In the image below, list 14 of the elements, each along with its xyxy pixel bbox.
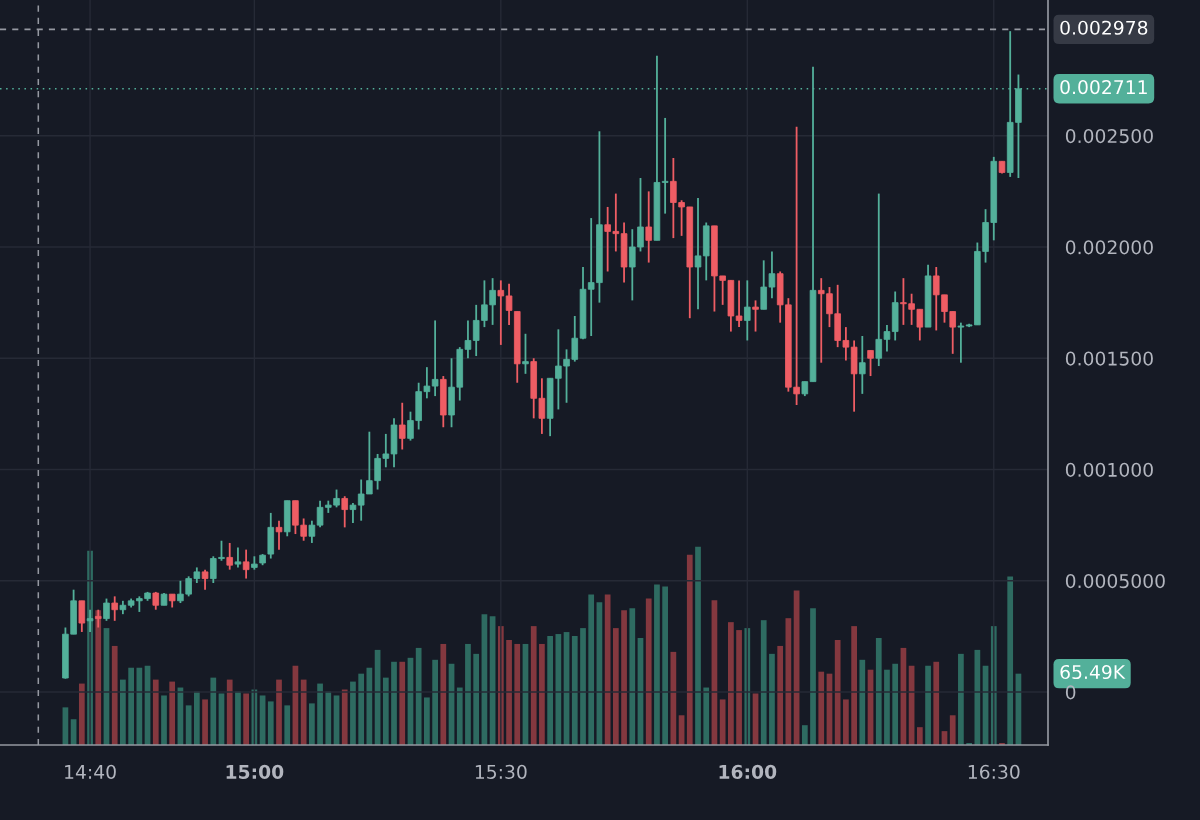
ref-line-label: 0.002978 xyxy=(1060,20,1148,35)
y-tick-label: 0.002000 xyxy=(1065,240,1153,255)
text: 65.49K xyxy=(1060,664,1126,680)
y-tick-label: 0.001000 xyxy=(1065,462,1153,477)
x-tick-label: 15:00 xyxy=(226,764,284,779)
y-tick-label: 0.0005000 xyxy=(1065,573,1165,589)
y-tick-label: 0.001500 xyxy=(1065,351,1153,366)
ref-line-label: 0.002711 xyxy=(1060,80,1147,95)
x-tick-label: 15:30 xyxy=(475,764,527,779)
x-tick-label: 14:40 xyxy=(65,764,116,779)
y-tick-label: 0.002500 xyxy=(1065,128,1153,144)
x-tick-label: 16:30 xyxy=(968,764,1020,779)
y-tick-label: 0 xyxy=(1065,685,1076,700)
x-tick-label: 16:00 xyxy=(719,764,777,779)
